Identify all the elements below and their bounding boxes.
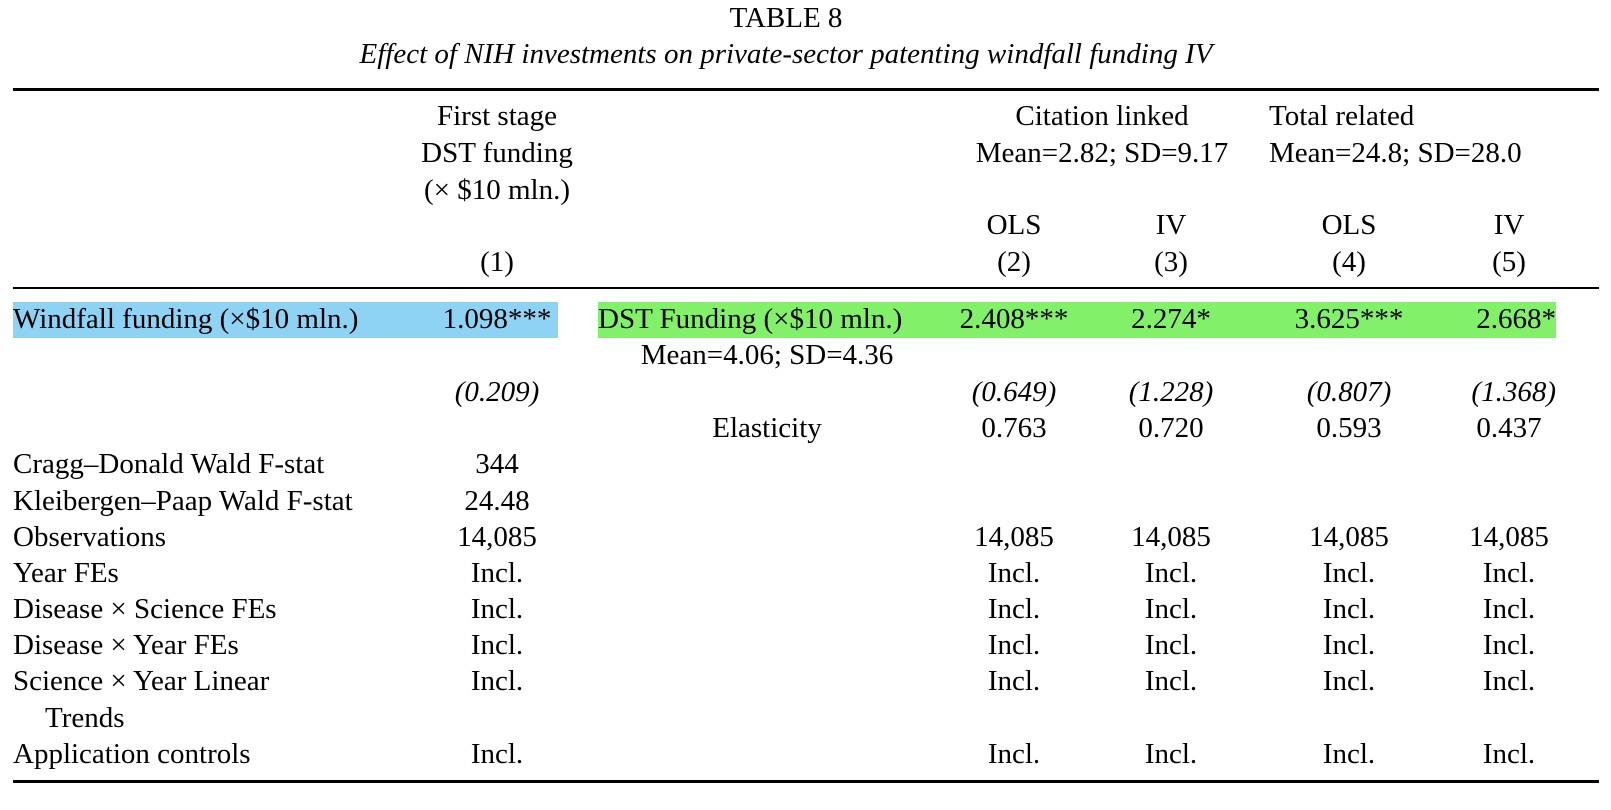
second-stage-highlight — [598, 302, 1556, 338]
header-citation-linked-stats: Mean=2.82; SD=9.17 — [975, 137, 1229, 169]
dst-funding-sublabel: Mean=4.06; SD=4.36 — [640, 339, 894, 371]
dst-coef-3: 2.274* — [1131, 303, 1211, 335]
dst-se-4: (0.807) — [1306, 376, 1392, 408]
row-col2: Incl. — [987, 738, 1041, 770]
dst-se-5: (1.368) — [1471, 376, 1556, 408]
row-col1: Incl. — [470, 629, 524, 661]
row-col3: Incl. — [1144, 557, 1198, 589]
row-col3: Incl. — [1144, 593, 1198, 625]
header-method-5: IV — [1493, 209, 1525, 241]
row-col4: Incl. — [1322, 593, 1376, 625]
row-col1: Incl. — [470, 593, 524, 625]
elasticity-5: 0.437 — [1476, 412, 1542, 444]
dst-coef-2: 2.408*** — [959, 303, 1069, 335]
table-title: TABLE 8 — [729, 2, 843, 34]
row-col3: 14,085 — [1131, 521, 1211, 553]
row-col2: Incl. — [987, 629, 1041, 661]
top-rule — [13, 88, 1599, 91]
dst-se-2: (0.649) — [971, 376, 1057, 408]
kleibergen-paap-value: 24.48 — [464, 485, 530, 517]
row-col4: Incl. — [1322, 629, 1376, 661]
header-first-stage-line2: DST funding — [421, 137, 573, 169]
dst-se-3: (1.228) — [1128, 376, 1214, 408]
elasticity-label: Elasticity — [712, 412, 822, 444]
header-total-related: Total related — [1269, 100, 1415, 132]
elasticity-2: 0.763 — [981, 412, 1047, 444]
cragg-donald-label: Cragg–Donald Wald F-stat — [13, 448, 325, 480]
table-subtitle: Effect of NIH investments on private-sec… — [359, 38, 1213, 70]
first-stage-highlight — [13, 302, 558, 338]
row-col1: Incl. — [470, 557, 524, 589]
bottom-rule — [13, 780, 1599, 783]
col-number-3: (3) — [1154, 246, 1188, 278]
row-label: Year FEs — [13, 557, 119, 589]
row-label: Disease × Science FEs — [13, 593, 277, 625]
row-label-continued: Trends — [45, 702, 125, 734]
col-number-2: (2) — [997, 246, 1031, 278]
row-label: Disease × Year FEs — [13, 629, 239, 661]
row-col1: Incl. — [470, 738, 524, 770]
elasticity-4: 0.593 — [1316, 412, 1382, 444]
col-number-5: (5) — [1492, 246, 1526, 278]
row-col5: Incl. — [1482, 593, 1536, 625]
row-col5: Incl. — [1482, 665, 1536, 697]
row-col2: Incl. — [987, 593, 1041, 625]
col-number-1: (1) — [480, 246, 514, 278]
cragg-donald-value: 344 — [475, 448, 519, 480]
dst-coef-4: 3.625*** — [1294, 303, 1404, 335]
row-col5: Incl. — [1482, 629, 1536, 661]
windfall-funding-coef: 1.098*** — [442, 303, 552, 335]
row-col4: Incl. — [1322, 557, 1376, 589]
row-col3: Incl. — [1144, 665, 1198, 697]
windfall-funding-label: Windfall funding (×$10 mln.) — [13, 303, 359, 335]
row-col5: 14,085 — [1469, 521, 1549, 553]
header-rule — [13, 287, 1599, 289]
row-col4: Incl. — [1322, 738, 1376, 770]
row-col1: 14,085 — [457, 521, 537, 553]
header-method-4: OLS — [1321, 209, 1377, 241]
row-col5: Incl. — [1482, 557, 1536, 589]
row-col5: Incl. — [1482, 738, 1536, 770]
col-number-4: (4) — [1332, 246, 1366, 278]
kleibergen-paap-label: Kleibergen–Paap Wald F-stat — [13, 485, 353, 517]
row-col3: Incl. — [1144, 738, 1198, 770]
header-method-2: OLS — [986, 209, 1042, 241]
header-total-related-stats: Mean=24.8; SD=28.0 — [1269, 137, 1522, 169]
header-first-stage-line3: (× $10 mln.) — [423, 174, 571, 206]
row-col3: Incl. — [1144, 629, 1198, 661]
row-label: Science × Year Linear — [13, 665, 270, 697]
elasticity-3: 0.720 — [1138, 412, 1204, 444]
row-col2: Incl. — [987, 557, 1041, 589]
row-col4: 14,085 — [1309, 521, 1389, 553]
row-col2: Incl. — [987, 665, 1041, 697]
dst-funding-label: DST Funding (×$10 mln.) — [598, 303, 903, 335]
header-first-stage-line1: First stage — [436, 100, 558, 132]
header-method-3: IV — [1155, 209, 1187, 241]
dst-coef-5: 2.668* — [1476, 303, 1556, 335]
header-citation-linked: Citation linked — [1015, 100, 1189, 132]
windfall-funding-se: (0.209) — [454, 376, 540, 408]
row-label: Application controls — [13, 738, 251, 770]
row-col1: Incl. — [470, 665, 524, 697]
row-label: Observations — [13, 521, 167, 553]
row-col2: 14,085 — [974, 521, 1054, 553]
row-col4: Incl. — [1322, 665, 1376, 697]
